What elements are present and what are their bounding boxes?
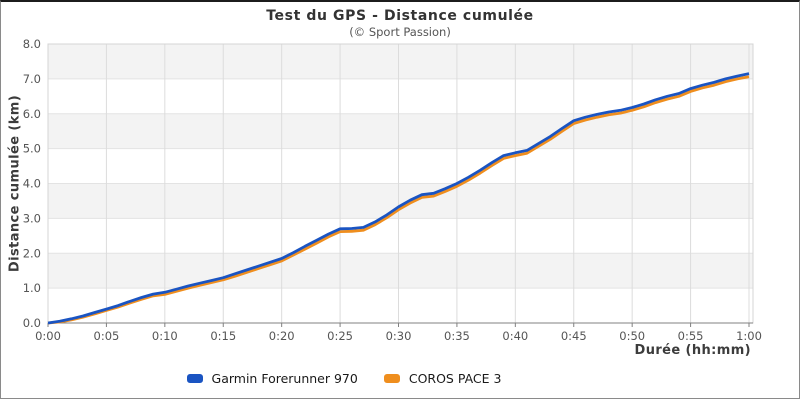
x-tick-label: 0:00: [35, 329, 61, 343]
chart-subtitle: (© Sport Passion): [349, 25, 451, 39]
plot-band: [48, 113, 753, 149]
legend-swatch-icon: [383, 374, 400, 383]
series-line-garmin: [47, 72, 750, 325]
x-tick-label: 0:40: [502, 329, 528, 343]
x-tick-label: 0:35: [444, 329, 470, 343]
x-tick-label: 0:15: [210, 329, 236, 343]
legend-label: COROS PACE 3: [408, 371, 502, 386]
y-tick-label: 7.0: [23, 72, 41, 86]
x-tick-label: 0:55: [678, 329, 704, 343]
legend-item-garmin: Garmin Forerunner 970: [186, 371, 358, 386]
y-tick-label: 5.0: [23, 142, 41, 156]
y-tick-label: 4.0: [23, 177, 41, 191]
legend-swatch-icon: [186, 374, 203, 383]
x-tick-label: 1:00: [736, 329, 762, 343]
x-tick-label: 0:20: [269, 329, 295, 343]
x-tick-label: 0:30: [386, 329, 412, 343]
x-axis-label: Durée (hh:mm): [634, 343, 751, 358]
x-tick-label: 0:50: [619, 329, 645, 343]
y-tick-label: 3.0: [23, 211, 41, 225]
x-tick-label: 0:45: [561, 329, 587, 343]
plot-band: [48, 44, 753, 79]
plot-band: [48, 253, 753, 289]
legend-item-coros: COROS PACE 3: [383, 371, 502, 386]
series-line-coros: [47, 75, 750, 325]
y-tick-label: 8.0: [23, 37, 41, 51]
plot-band: [48, 183, 753, 219]
y-tick-label: 2.0: [23, 246, 41, 260]
y-tick-label: 6.0: [23, 107, 41, 121]
x-tick-label: 0:25: [327, 329, 353, 343]
legend-label: Garmin Forerunner 970: [211, 371, 358, 386]
x-tick-label: 0:05: [94, 329, 120, 343]
legend: Garmin Forerunner 970 COROS PACE 3: [1, 371, 743, 386]
y-tick-label: 1.0: [23, 281, 41, 295]
y-tick-label: 0.0: [23, 316, 41, 330]
x-tick-label: 0:10: [152, 329, 178, 343]
chart-title: Test du GPS - Distance cumulée: [266, 8, 534, 24]
